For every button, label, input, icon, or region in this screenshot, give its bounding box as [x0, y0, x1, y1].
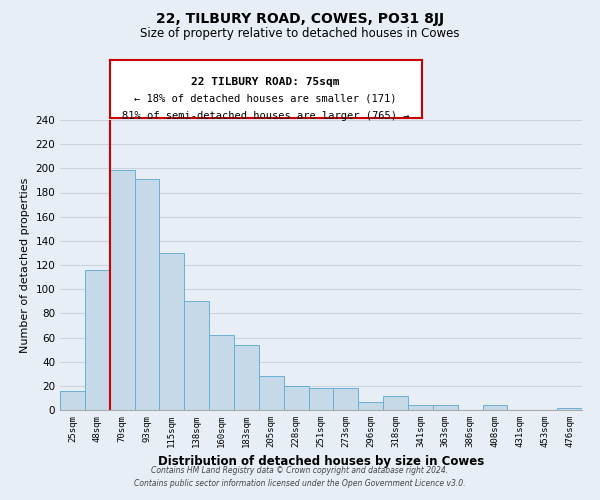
Bar [160, 253, 184, 410]
X-axis label: Distribution of detached houses by size in Cowes: Distribution of detached houses by size … [158, 456, 484, 468]
Bar [134, 179, 160, 410]
Y-axis label: Number of detached properties: Number of detached properties [20, 178, 30, 352]
Bar [308, 388, 334, 410]
Bar [85, 270, 110, 410]
Text: ← 18% of detached houses are smaller (171): ← 18% of detached houses are smaller (17… [134, 94, 397, 104]
Bar [383, 396, 408, 410]
Text: 22, TILBURY ROAD, COWES, PO31 8JJ: 22, TILBURY ROAD, COWES, PO31 8JJ [156, 12, 444, 26]
Bar [557, 408, 582, 410]
Bar [358, 402, 383, 410]
Bar [184, 301, 209, 410]
Bar [110, 170, 134, 410]
Text: 22 TILBURY ROAD: 75sqm: 22 TILBURY ROAD: 75sqm [191, 77, 340, 87]
Text: Size of property relative to detached houses in Cowes: Size of property relative to detached ho… [140, 28, 460, 40]
Text: 81% of semi-detached houses are larger (765) →: 81% of semi-detached houses are larger (… [122, 110, 409, 120]
Text: Contains HM Land Registry data © Crown copyright and database right 2024.
Contai: Contains HM Land Registry data © Crown c… [134, 466, 466, 487]
Bar [259, 376, 284, 410]
Bar [334, 388, 358, 410]
Bar [60, 390, 85, 410]
Bar [482, 405, 508, 410]
Bar [234, 345, 259, 410]
Bar [284, 386, 308, 410]
Bar [433, 405, 458, 410]
Bar [408, 405, 433, 410]
Bar [209, 335, 234, 410]
